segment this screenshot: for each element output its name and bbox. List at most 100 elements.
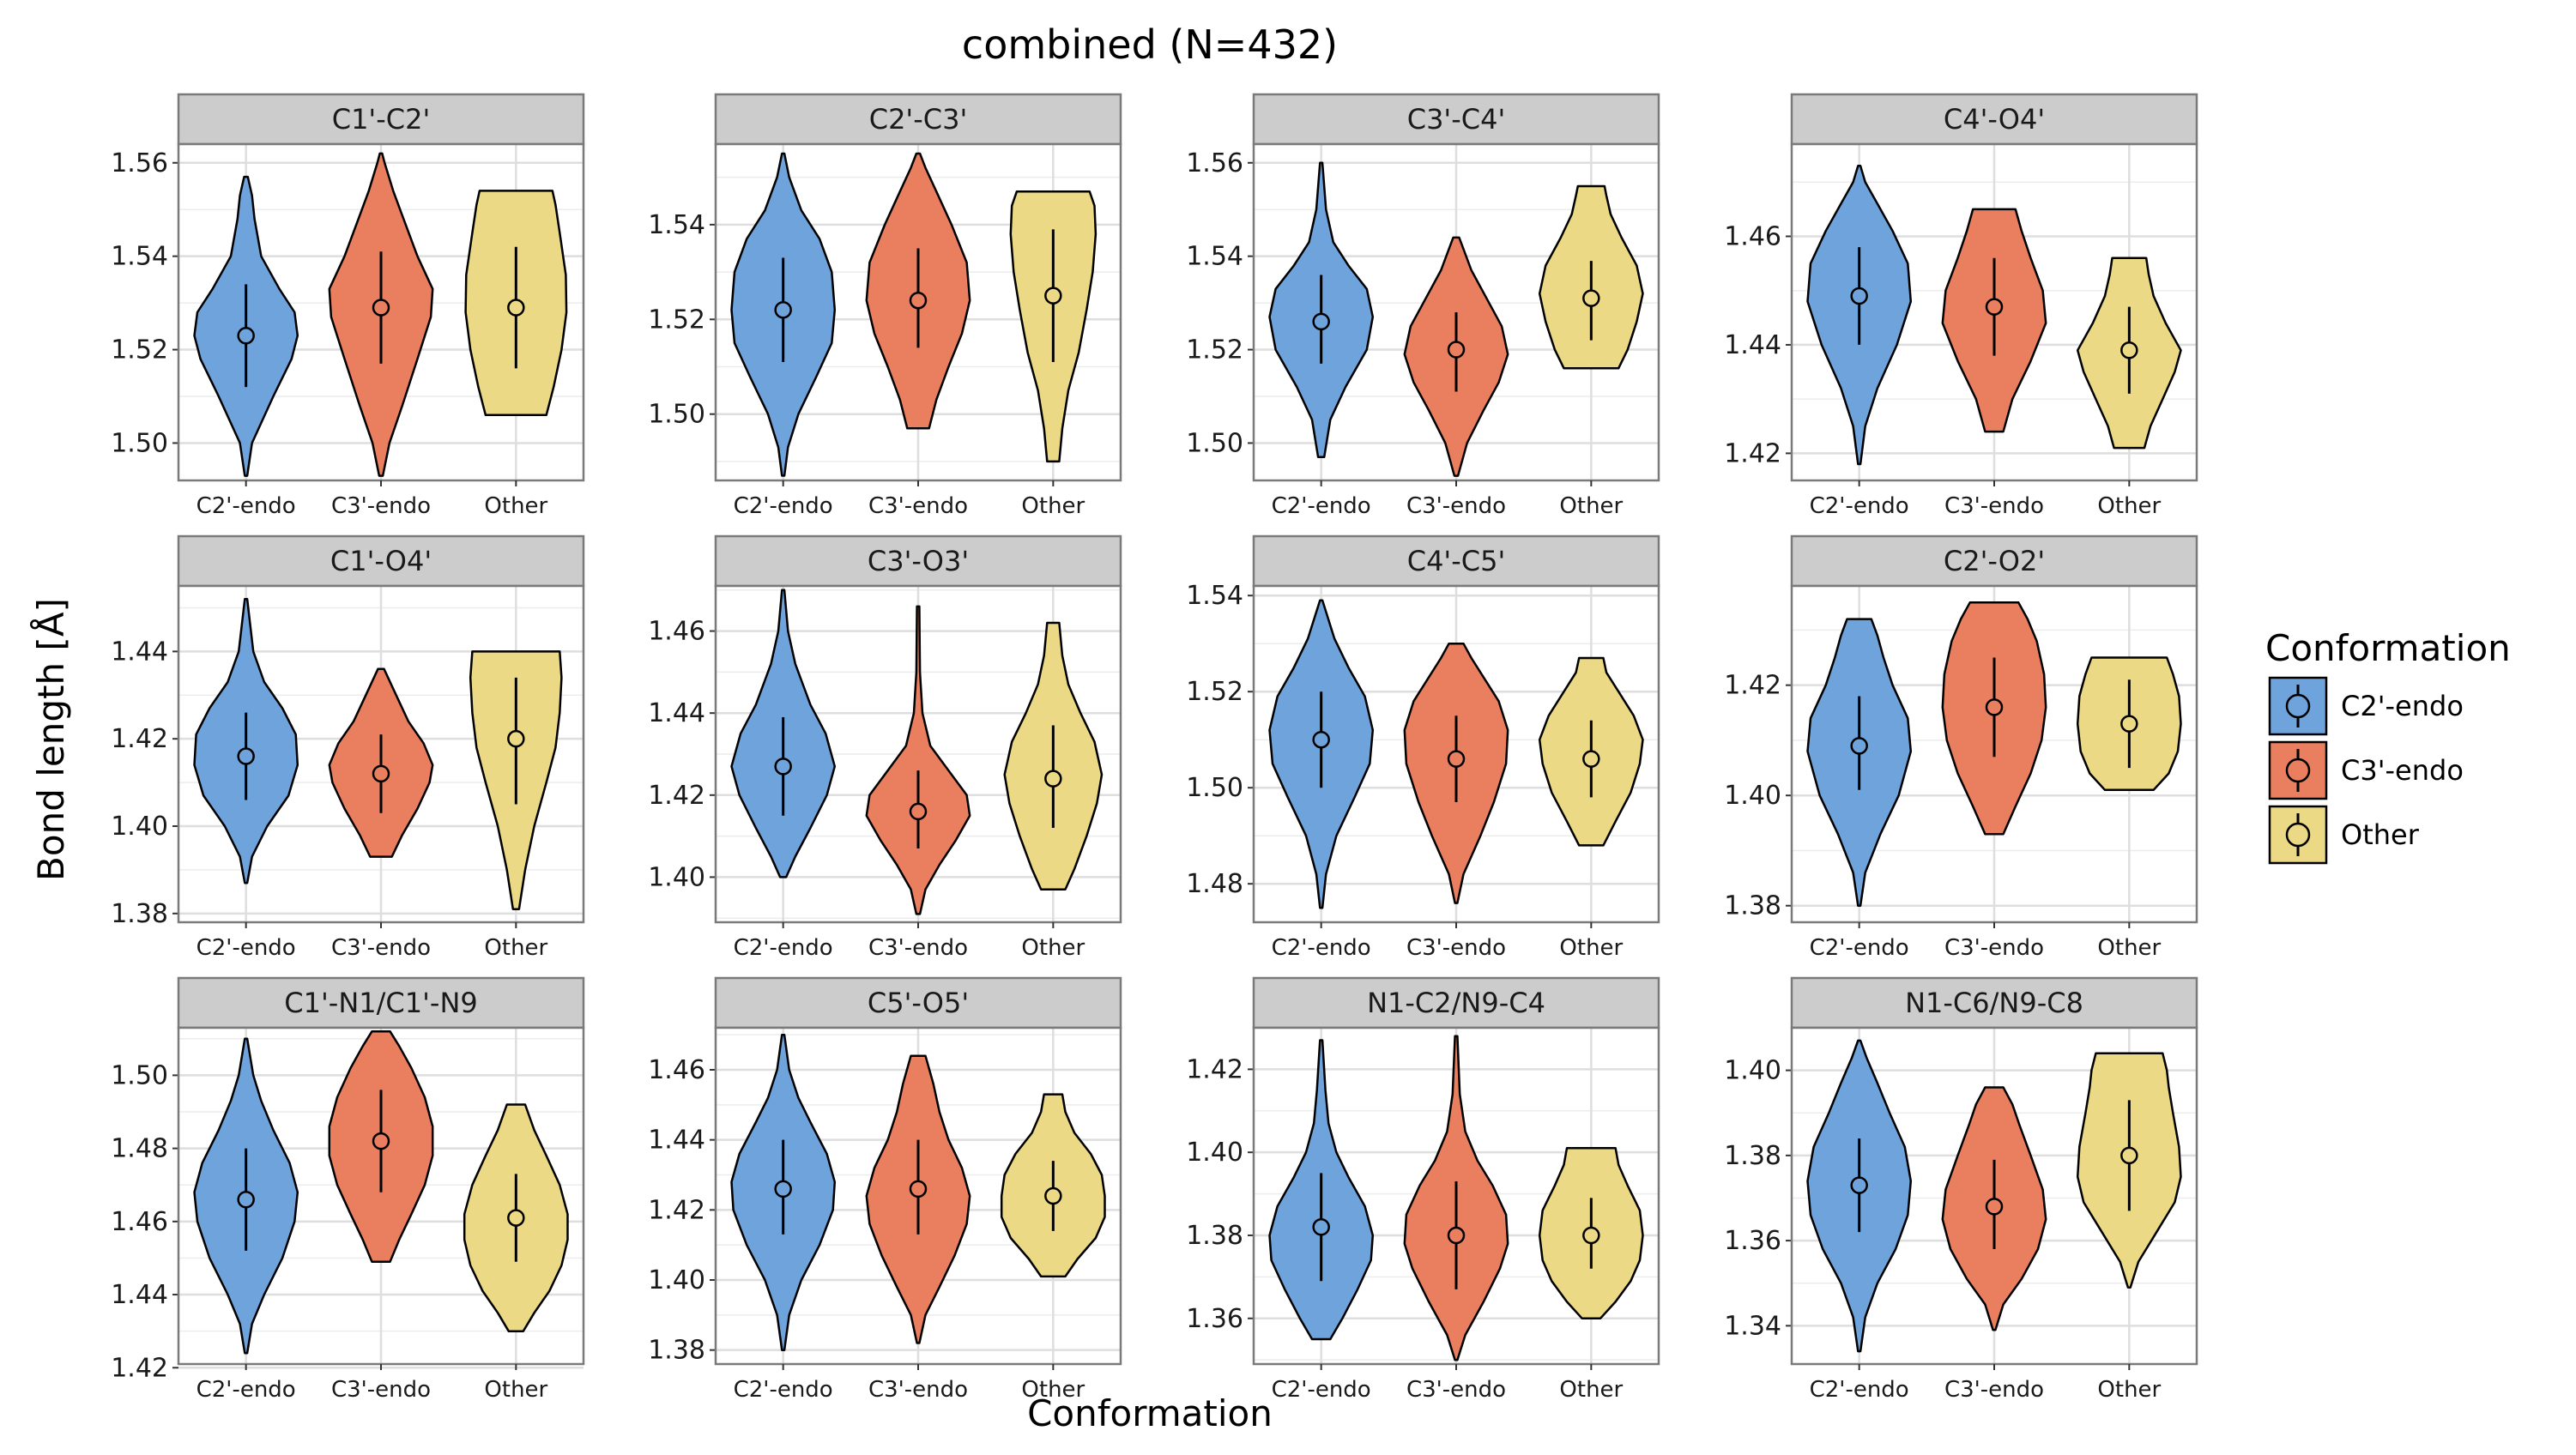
x-tick-label: C3'-endo xyxy=(868,935,968,961)
y-tick-label: 1.34 xyxy=(1724,1311,1781,1341)
y-tick-label: 1.52 xyxy=(111,335,168,365)
y-tick-label: 1.42 xyxy=(1724,671,1781,701)
y-tick-label: 1.48 xyxy=(111,1134,168,1164)
facet-panel: N1-C2/N9-C4 1.36 1.38 1.40 1.42 C2'-endo C3'-e… xyxy=(1186,976,1660,1403)
x-tick-label: C3'-endo xyxy=(1406,935,1506,961)
mean-point xyxy=(372,1132,390,1150)
y-tick-label: 1.38 xyxy=(1186,1221,1243,1251)
violin-body xyxy=(865,605,971,915)
facet-panel: C1'-N1/C1'-N9 1.42 1.44 1.46 1.48 1.50 C2'-end… xyxy=(111,976,585,1403)
facet-title: C3'-C4' xyxy=(1407,103,1506,136)
x-tick-label: C2'-endo xyxy=(734,493,833,519)
mean-point xyxy=(237,326,255,345)
y-tick-label: 1.52 xyxy=(648,305,705,335)
mean-point xyxy=(1312,730,1330,749)
facet-title: C3'-O3' xyxy=(868,545,969,577)
facet-panel: C3'-O3' 1.40 1.42 1.44 1.46 C2'-endo C3'-endo O… xyxy=(648,534,1122,961)
y-tick-label: 1.46 xyxy=(648,1055,705,1085)
legend-label: Other xyxy=(2341,818,2420,851)
x-tick-label: C3'-endo xyxy=(1944,1377,2044,1403)
mean-point xyxy=(774,300,792,319)
x-tick-label: Other xyxy=(2097,1377,2161,1403)
x-tick-label: Other xyxy=(1559,493,1623,519)
y-tick-label: 1.40 xyxy=(648,1265,705,1295)
y-tick-label: 1.48 xyxy=(1186,869,1243,899)
mean-point xyxy=(1985,1198,2004,1216)
x-tick-label: Other xyxy=(1559,935,1623,961)
mean-point xyxy=(909,802,928,821)
y-tick-label: 1.38 xyxy=(648,1336,705,1366)
mean-point xyxy=(1447,750,1466,768)
y-tick-label: 1.36 xyxy=(1724,1226,1781,1256)
facet-panel: C3'-C4' 1.50 1.52 1.54 1.56 C2'-endo C3'-endo O… xyxy=(1186,93,1660,519)
x-tick-label: Other xyxy=(1021,1377,1085,1403)
x-tick-label: C3'-endo xyxy=(868,1377,968,1403)
facet-title: C2'-O2' xyxy=(1944,545,2045,577)
x-tick-label: Other xyxy=(1021,493,1085,519)
legend-swatch-point xyxy=(2285,693,2311,719)
mean-point xyxy=(1044,1186,1062,1205)
x-tick-label: Other xyxy=(484,493,547,519)
y-tick-label: 1.44 xyxy=(648,698,705,728)
mean-point xyxy=(1312,312,1330,331)
facet-title: C2'-C3' xyxy=(869,103,968,136)
mean-point xyxy=(1850,737,1868,755)
x-tick-label: C2'-endo xyxy=(734,1377,833,1403)
mean-point xyxy=(909,291,928,310)
y-tick-label: 1.44 xyxy=(648,1126,705,1156)
y-tick-label: 1.42 xyxy=(111,724,168,754)
x-tick-label: C2'-endo xyxy=(1810,935,1909,961)
y-tick-label: 1.54 xyxy=(648,210,705,240)
y-tick-label: 1.40 xyxy=(1186,1138,1243,1168)
mean-point xyxy=(1985,298,2004,316)
y-tick-label: 1.46 xyxy=(111,1207,168,1237)
y-tick-label: 1.42 xyxy=(648,781,705,811)
facet-strip xyxy=(714,534,1122,588)
x-tick-label: C3'-endo xyxy=(1944,935,2044,961)
y-tick-label: 1.40 xyxy=(1724,1056,1781,1086)
x-tick-label: C2'-endo xyxy=(1272,935,1371,961)
mean-point xyxy=(1582,289,1600,307)
y-tick-label: 1.38 xyxy=(1724,1141,1781,1171)
facet-strip xyxy=(714,976,1122,1029)
mean-point xyxy=(237,747,255,765)
y-tick-label: 1.38 xyxy=(1724,891,1781,921)
y-tick-label: 1.50 xyxy=(1186,773,1243,803)
mean-point xyxy=(1044,770,1062,788)
mean-point xyxy=(2120,341,2138,359)
x-tick-label: C2'-endo xyxy=(1272,1377,1371,1403)
y-tick-label: 1.54 xyxy=(1186,581,1243,611)
y-tick-label: 1.44 xyxy=(111,1280,168,1310)
facet-title: C1'-C2' xyxy=(332,103,431,136)
y-tick-label: 1.54 xyxy=(1186,242,1243,272)
y-tick-label: 1.40 xyxy=(111,812,168,842)
y-tick-label: 1.36 xyxy=(1186,1304,1243,1334)
mean-point xyxy=(2120,1146,2138,1165)
mean-point xyxy=(774,1180,792,1198)
x-tick-label: C3'-endo xyxy=(868,493,968,519)
legend-label: C3'-endo xyxy=(2341,754,2464,787)
x-tick-label: C2'-endo xyxy=(734,935,833,961)
legend-title: Conformation xyxy=(2265,627,2511,669)
facet-strip xyxy=(1790,976,2198,1029)
facet-strip xyxy=(1252,976,1660,1029)
y-tick-label: 1.44 xyxy=(111,637,168,667)
y-tick-label: 1.50 xyxy=(111,1060,168,1090)
facet-strip xyxy=(177,976,585,1029)
x-tick-label: Other xyxy=(484,935,547,961)
x-tick-label: Other xyxy=(484,1377,547,1403)
x-tick-label: C3'-endo xyxy=(331,935,431,961)
facet-title: C5'-O5' xyxy=(868,987,969,1019)
facet-title: N1-C6/N9-C8 xyxy=(1905,987,2083,1019)
y-tick-label: 1.50 xyxy=(1186,428,1243,458)
x-tick-label: Other xyxy=(1021,935,1085,961)
y-tick-label: 1.42 xyxy=(1724,438,1781,468)
y-tick-label: 1.46 xyxy=(1724,221,1781,251)
x-tick-label: C2'-endo xyxy=(1810,1377,1909,1403)
facet-panel: C4'-O4' 1.42 1.44 1.46 C2'-endo C3'-endo Other xyxy=(1724,93,2198,519)
y-tick-label: 1.52 xyxy=(1186,677,1243,707)
y-tick-label: 1.52 xyxy=(1186,335,1243,365)
y-tick-label: 1.44 xyxy=(1724,330,1781,360)
y-tick-label: 1.42 xyxy=(648,1195,705,1225)
